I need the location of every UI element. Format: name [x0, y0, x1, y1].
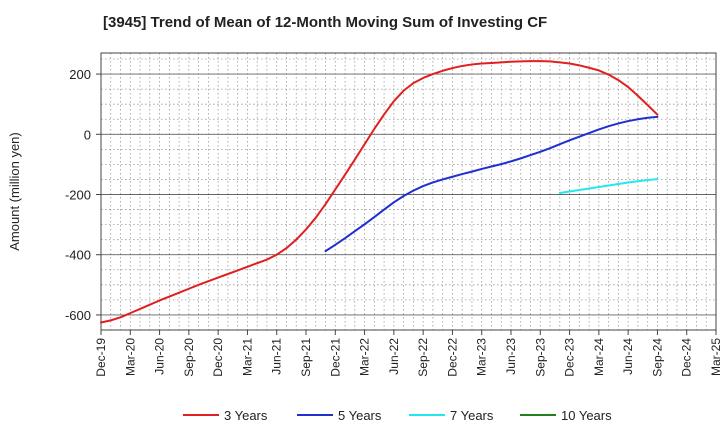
y-tick-label: 200	[69, 67, 91, 82]
x-tick-label: Mar-25	[709, 338, 720, 376]
x-tick-label: Dec-23	[563, 338, 577, 377]
x-tick-label: Dec-20	[211, 338, 225, 377]
x-tick-label: Sep-21	[299, 338, 313, 377]
x-tick-label: Jun-24	[621, 338, 635, 375]
y-tick-label: -600	[65, 308, 91, 323]
x-tick-label: Mar-20	[123, 338, 137, 376]
x-tick-label: Jun-23	[504, 338, 518, 375]
x-tick-label: Mar-23	[475, 338, 489, 376]
x-tick-label: Sep-24	[650, 338, 664, 377]
x-tick-label: Sep-20	[182, 338, 196, 377]
y-tick-label: -200	[65, 188, 91, 203]
legend-label: 7 Years	[450, 408, 494, 423]
legend-label: 3 Years	[224, 408, 268, 423]
y-axis-label: Amount (million yen)	[7, 132, 22, 251]
y-tick-label: -400	[65, 248, 91, 263]
x-tick-label: Mar-21	[240, 338, 254, 376]
x-tick-label: Dec-19	[94, 338, 108, 377]
x-tick-label: Mar-24	[592, 338, 606, 376]
series-line-5-years	[324, 115, 659, 253]
x-tick-label: Sep-22	[416, 338, 430, 377]
series-line-7-years	[558, 178, 659, 195]
x-tick-label: Sep-23	[533, 338, 547, 377]
x-tick-label: Jun-22	[387, 338, 401, 375]
x-tick-label: Jun-21	[270, 338, 284, 375]
plot-frame	[100, 52, 717, 331]
y-tick-label: 0	[84, 127, 91, 142]
x-tick-label: Dec-24	[680, 338, 694, 377]
chart-title: [3945] Trend of Mean of 12-Month Moving …	[103, 14, 548, 31]
legend-label: 10 Years	[561, 408, 612, 423]
legend-label: 5 Years	[338, 408, 382, 423]
x-tick-label: Dec-22	[445, 338, 459, 377]
x-tick-label: Mar-22	[358, 338, 372, 376]
x-tick-label: Jun-20	[153, 338, 167, 375]
x-tick-label: Dec-21	[328, 338, 342, 377]
series-line-3-years	[100, 60, 659, 324]
